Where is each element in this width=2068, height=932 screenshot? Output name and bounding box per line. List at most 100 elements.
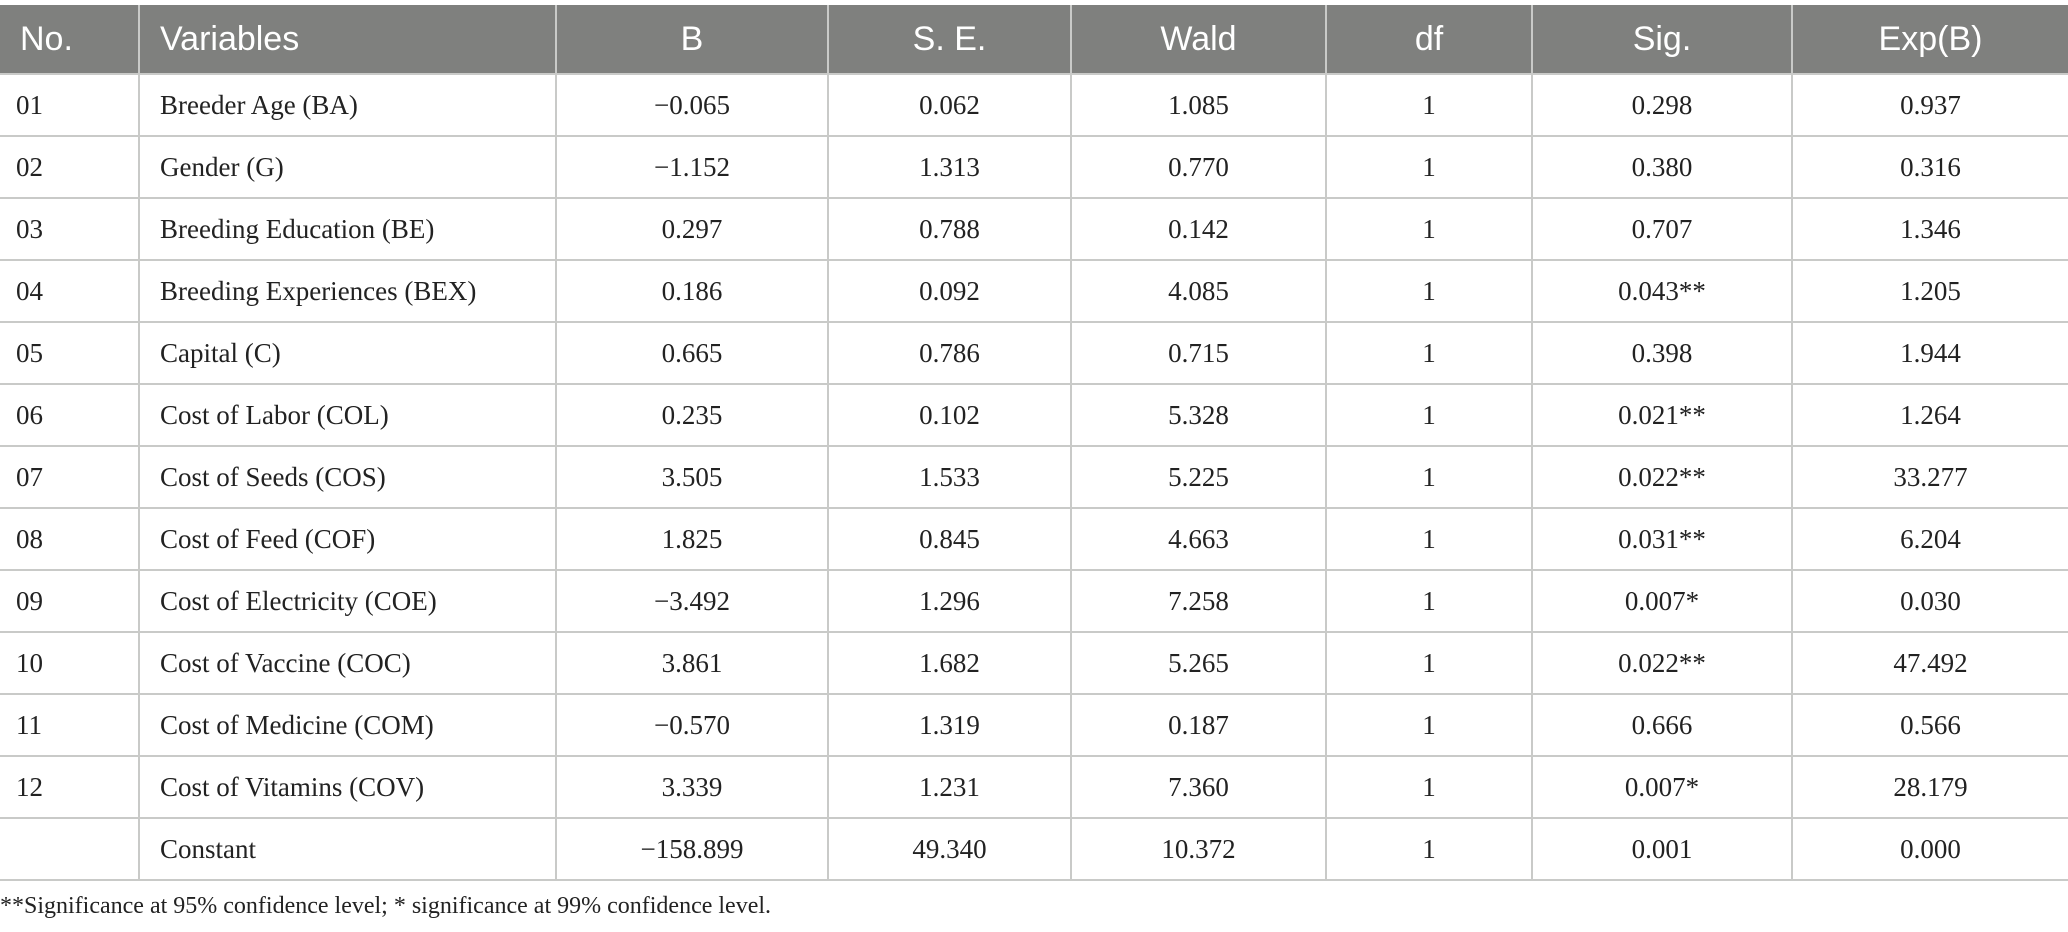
cell-df: 1: [1325, 693, 1533, 757]
cell-no: 10: [0, 631, 140, 695]
table-row: 05 Capital (C) 0.665 0.786 0.715 1 0.398 1.944: [0, 321, 2068, 385]
cell-wald: 7.360: [1070, 755, 1327, 819]
cell-expb: 47.492: [1791, 631, 2068, 695]
cell-variable: Constant: [138, 817, 557, 881]
cell-expb: 1.944: [1791, 321, 2068, 385]
cell-se: 1.296: [827, 569, 1072, 633]
cell-expb: 0.030: [1791, 569, 2068, 633]
cell-se: 0.788: [827, 197, 1072, 261]
cell-sig: 0.007*: [1531, 569, 1793, 633]
cell-expb: 6.204: [1791, 507, 2068, 571]
cell-b: 3.505: [555, 445, 829, 509]
table-row: 02 Gender (G) −1.152 1.313 0.770 1 0.380 0.316: [0, 135, 2068, 199]
cell-wald: 5.225: [1070, 445, 1327, 509]
cell-b: −0.065: [555, 73, 829, 137]
cell-se: 0.786: [827, 321, 1072, 385]
cell-no: 09: [0, 569, 140, 633]
cell-b: −1.152: [555, 135, 829, 199]
cell-df: 1: [1325, 73, 1533, 137]
cell-wald: 4.085: [1070, 259, 1327, 323]
cell-b: 1.825: [555, 507, 829, 571]
cell-df: 1: [1325, 755, 1533, 819]
cell-variable: Breeding Education (BE): [138, 197, 557, 261]
cell-b: 0.297: [555, 197, 829, 261]
cell-wald: 0.142: [1070, 197, 1327, 261]
cell-no: 08: [0, 507, 140, 571]
table-row: 03 Breeding Education (BE) 0.297 0.788 0.142…: [0, 197, 2068, 261]
cell-df: 1: [1325, 569, 1533, 633]
cell-sig: 0.380: [1531, 135, 1793, 199]
cell-no: 11: [0, 693, 140, 757]
header-variables: Variables: [138, 5, 556, 74]
cell-no: 07: [0, 445, 140, 509]
table-row: 07 Cost of Seeds (COS) 3.505 1.533 5.225 1 0.0…: [0, 445, 2068, 509]
cell-df: 1: [1325, 197, 1533, 261]
header-wald: Wald: [1070, 5, 1326, 74]
table-row: 12 Cost of Vitamins (COV) 3.339 1.231 7.360 1…: [0, 755, 2068, 819]
cell-b: 0.665: [555, 321, 829, 385]
cell-no: 02: [0, 135, 140, 199]
cell-variable: Cost of Electricity (COE): [138, 569, 557, 633]
cell-sig: 0.707: [1531, 197, 1793, 261]
cell-wald: 5.265: [1070, 631, 1327, 695]
cell-wald: 0.715: [1070, 321, 1327, 385]
cell-variable: Cost of Vitamins (COV): [138, 755, 557, 819]
header-b: B: [555, 5, 828, 74]
cell-wald: 10.372: [1070, 817, 1327, 881]
cell-no: 12: [0, 755, 140, 819]
cell-df: 1: [1325, 631, 1533, 695]
cell-df: 1: [1325, 383, 1533, 447]
cell-sig: 0.398: [1531, 321, 1793, 385]
cell-b: 0.235: [555, 383, 829, 447]
cell-no: 04: [0, 259, 140, 323]
cell-df: 1: [1325, 445, 1533, 509]
cell-df: 1: [1325, 817, 1533, 881]
table-row: 11 Cost of Medicine (COM) −0.570 1.319 0.187…: [0, 693, 2068, 757]
cell-sig: 0.021**: [1531, 383, 1793, 447]
cell-expb: 0.937: [1791, 73, 2068, 137]
cell-b: −158.899: [555, 817, 829, 881]
cell-se: 0.845: [827, 507, 1072, 571]
cell-variable: Cost of Labor (COL): [138, 383, 557, 447]
cell-se: 1.533: [827, 445, 1072, 509]
table-row: Constant −158.899 49.340 10.372 1 0.001 0.000: [0, 817, 2068, 881]
cell-df: 1: [1325, 135, 1533, 199]
cell-se: 0.102: [827, 383, 1072, 447]
cell-wald: 0.187: [1070, 693, 1327, 757]
cell-df: 1: [1325, 321, 1533, 385]
cell-b: −3.492: [555, 569, 829, 633]
cell-variable: Cost of Feed (COF): [138, 507, 557, 571]
table-header-row: No. Variables B S. E. Wald df Sig. Exp(B…: [0, 5, 2068, 74]
cell-expb: 0.000: [1791, 817, 2068, 881]
cell-sig: 0.001: [1531, 817, 1793, 881]
cell-se: 1.313: [827, 135, 1072, 199]
table-row: 09 Cost of Electricity (COE) −3.492 1.296 7.…: [0, 569, 2068, 633]
table-body: 01 Breeder Age (BA) −0.065 0.062 1.085 1 0.298…: [0, 73, 2068, 881]
cell-expb: 28.179: [1791, 755, 2068, 819]
cell-expb: 1.346: [1791, 197, 2068, 261]
cell-expb: 1.205: [1791, 259, 2068, 323]
header-df: df: [1325, 5, 1532, 74]
cell-variable: Cost of Vaccine (COC): [138, 631, 557, 695]
cell-variable: Capital (C): [138, 321, 557, 385]
table-row: 08 Cost of Feed (COF) 1.825 0.845 4.663 1 0.03…: [0, 507, 2068, 571]
cell-wald: 5.328: [1070, 383, 1327, 447]
cell-wald: 0.770: [1070, 135, 1327, 199]
cell-se: 0.092: [827, 259, 1072, 323]
table-row: 01 Breeder Age (BA) −0.065 0.062 1.085 1 0.298…: [0, 73, 2068, 137]
cell-sig: 0.043**: [1531, 259, 1793, 323]
cell-wald: 4.663: [1070, 507, 1327, 571]
cell-b: −0.570: [555, 693, 829, 757]
cell-se: 49.340: [827, 817, 1072, 881]
header-se: S. E.: [827, 5, 1071, 74]
cell-sig: 0.007*: [1531, 755, 1793, 819]
cell-sig: 0.298: [1531, 73, 1793, 137]
table-row: 06 Cost of Labor (COL) 0.235 0.102 5.328 1 0.0…: [0, 383, 2068, 447]
cell-sig: 0.666: [1531, 693, 1793, 757]
cell-df: 1: [1325, 259, 1533, 323]
cell-se: 1.231: [827, 755, 1072, 819]
cell-variable: Breeding Experiences (BEX): [138, 259, 557, 323]
cell-b: 3.861: [555, 631, 829, 695]
cell-variable: Cost of Seeds (COS): [138, 445, 557, 509]
cell-se: 1.319: [827, 693, 1072, 757]
